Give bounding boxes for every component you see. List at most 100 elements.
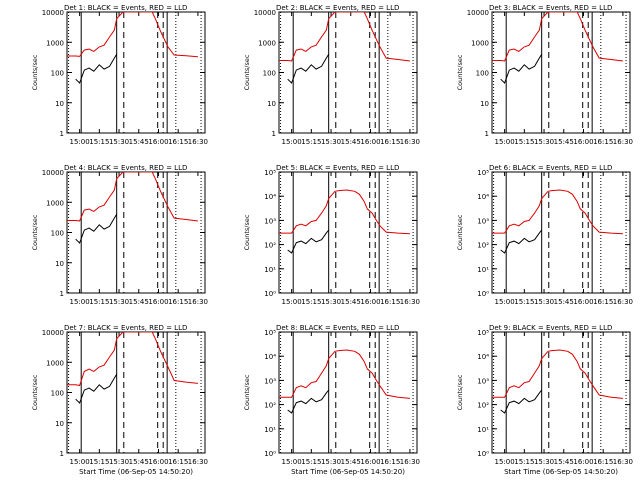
x-tick-label: 16:15: [168, 138, 188, 146]
x-tick-label: 16:15: [593, 298, 613, 306]
panel-det-7: 1 10 100 1000 10000 Counts/sec 15:00 15:15 15:30…: [31, 324, 208, 476]
y-tick-label: 100: [51, 230, 64, 238]
series-lld: [279, 189, 410, 235]
x-tick-label: 16:30: [188, 458, 208, 466]
y-tick-label: 10⁴: [264, 193, 276, 201]
y-tick-label: 10⁰: [264, 450, 276, 458]
x-tick-label: 15:30: [321, 138, 341, 146]
y-tick-label: 10¹: [477, 426, 489, 434]
series-lld: [67, 12, 198, 58]
y-tick-label: 10: [55, 420, 64, 428]
series-lld: [67, 332, 198, 387]
x-tick-label: 15:30: [109, 298, 129, 306]
panel-det-1: 1 10 100 1000 10000 Counts/sec 15:00 15:15 15:30…: [31, 4, 208, 146]
x-tick-label: 15:45: [129, 298, 149, 306]
x-tick-label: 15:00: [282, 138, 302, 146]
y-tick-label: 10¹: [264, 266, 276, 274]
y-tick-label: 10000: [42, 329, 64, 337]
panel-title: Det 8: BLACK = Events, RED = LLD: [276, 324, 399, 332]
y-tick-label: 100: [51, 390, 64, 398]
y-tick-label: 10³: [264, 217, 276, 225]
y-tick-label: 10: [267, 100, 276, 108]
panel-det-3: 1 10 100 1000 10000 Counts/sec 15:00 15:15 15:30…: [456, 4, 633, 146]
y-axis-label: Counts/sec: [31, 214, 39, 250]
x-tick-label: 16:00: [573, 138, 593, 146]
y-axis-label: Counts/sec: [243, 214, 251, 250]
panel-title: Det 2: BLACK = Events, RED = LLD: [276, 4, 399, 12]
panel-title: Det 1: BLACK = Events, RED = LLD: [64, 4, 187, 12]
x-tick-label: 15:15: [514, 138, 534, 146]
x-tick-label: 15:00: [495, 458, 515, 466]
series-events: [500, 229, 543, 254]
x-tick-label: 15:30: [534, 298, 554, 306]
y-tick-label: 10³: [477, 217, 489, 225]
x-tick-label: 15:15: [514, 298, 534, 306]
y-axis-label: Counts/sec: [243, 54, 251, 90]
x-tick-label: 16:30: [400, 458, 420, 466]
x-tick-label: 15:45: [129, 138, 149, 146]
y-tick-label: 10⁵: [264, 169, 276, 177]
plot-frame: [66, 331, 206, 454]
y-tick-label: 10¹: [477, 266, 489, 274]
series-lld: [67, 172, 198, 222]
x-tick-label: 15:30: [109, 138, 129, 146]
plot-frame: [278, 11, 418, 134]
series-events: [500, 54, 543, 84]
x-tick-label: 15:00: [495, 298, 515, 306]
y-tick-label: 1: [60, 290, 64, 298]
y-axis-label: Counts/sec: [31, 374, 39, 410]
y-tick-label: 10: [55, 100, 64, 108]
plot-frame: [491, 331, 631, 454]
series-lld: [492, 349, 623, 399]
x-tick-label: 16:15: [168, 298, 188, 306]
y-tick-label: 10²: [477, 242, 489, 250]
x-tick-label: 15:45: [341, 298, 361, 306]
x-tick-label: 15:30: [321, 458, 341, 466]
y-tick-label: 1: [272, 130, 276, 138]
plot-frame: [66, 11, 206, 134]
x-tick-label: 15:15: [514, 458, 534, 466]
x-tick-label: 16:15: [593, 138, 613, 146]
y-tick-label: 10²: [477, 402, 489, 410]
panel-det-2: 1 10 100 1000 10000 Counts/sec 15:00 15:15 15:30…: [243, 4, 420, 146]
x-tick-label: 15:45: [554, 458, 574, 466]
x-tick-label: 15:15: [89, 458, 109, 466]
y-tick-label: 100: [476, 70, 489, 78]
y-tick-label: 10⁵: [264, 329, 276, 337]
x-tick-label: 15:15: [89, 138, 109, 146]
x-tick-label: 15:00: [70, 458, 90, 466]
x-tick-label: 16:30: [613, 298, 633, 306]
y-tick-label: 10⁴: [477, 353, 489, 361]
x-tick-label: 16:30: [400, 138, 420, 146]
y-axis-label: Counts/sec: [456, 214, 464, 250]
y-tick-label: 10⁰: [264, 290, 276, 298]
y-tick-label: 1000: [258, 39, 276, 47]
series-events: [287, 54, 330, 84]
x-tick-label: 15:00: [70, 138, 90, 146]
x-tick-label: 15:45: [129, 458, 149, 466]
y-tick-label: 1000: [46, 359, 64, 367]
y-tick-label: 10000: [467, 9, 489, 17]
y-tick-label: 1: [485, 130, 489, 138]
y-tick-label: 10²: [264, 242, 276, 250]
series-events: [287, 389, 330, 414]
x-tick-label: 15:30: [321, 298, 341, 306]
y-tick-label: 10000: [42, 169, 64, 177]
series-events: [75, 214, 118, 244]
panel-title: Det 4: BLACK = Events, RED = LLD: [64, 164, 187, 172]
x-tick-label: 15:15: [301, 138, 321, 146]
panel-title: Det 9: BLACK = Events, RED = LLD: [489, 324, 612, 332]
y-tick-label: 10²: [264, 402, 276, 410]
series-events: [287, 229, 330, 254]
x-tick-label: 16:30: [188, 298, 208, 306]
x-axis-label: Start Time (06-Sep-05 14:50:20): [504, 468, 618, 476]
y-tick-label: 10⁵: [477, 329, 489, 337]
x-tick-label: 16:15: [168, 458, 188, 466]
series-events: [75, 374, 118, 404]
x-tick-label: 15:45: [341, 138, 361, 146]
plot-frame: [491, 171, 631, 294]
